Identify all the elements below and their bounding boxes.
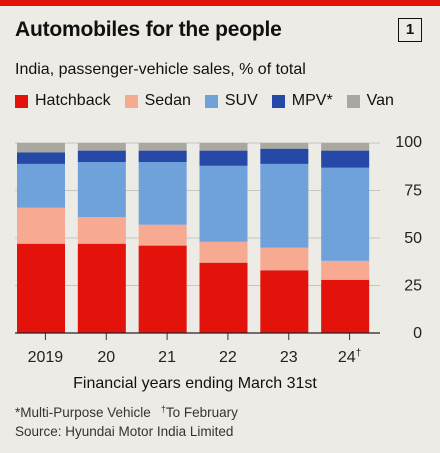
legend-swatch-hatchback bbox=[15, 94, 28, 108]
legend-item-van: Van bbox=[346, 92, 394, 110]
bar-van-21 bbox=[138, 143, 187, 151]
legend: Hatchback Sedan SUV MPV* Van bbox=[15, 92, 394, 110]
bar-hatchback-2019 bbox=[17, 243, 65, 333]
bar-suv-24 bbox=[321, 167, 370, 261]
legend-label-hatchback: Hatchback bbox=[35, 92, 111, 109]
bar-van-20 bbox=[77, 143, 126, 151]
x-axis-title: Financial years ending March 31st bbox=[73, 375, 317, 392]
legend-label-mpv: MPV* bbox=[291, 92, 333, 109]
bar-mpv-23 bbox=[260, 148, 309, 164]
bar-suv-2019 bbox=[17, 163, 65, 208]
bar-van-22 bbox=[199, 143, 248, 151]
chart-title: Automobiles for the people bbox=[15, 18, 282, 41]
bar-mpv-24 bbox=[321, 150, 370, 168]
bar-hatchback-22 bbox=[199, 262, 248, 333]
bar-van-24 bbox=[321, 143, 370, 151]
legend-swatch-van bbox=[346, 94, 360, 108]
footnote-dagger: † bbox=[160, 404, 166, 414]
bar-mpv-2019 bbox=[17, 152, 65, 164]
bar-sedan-23 bbox=[260, 247, 309, 271]
bar-hatchback-23 bbox=[260, 270, 309, 333]
bar-sedan-20 bbox=[77, 217, 126, 244]
bar-suv-23 bbox=[260, 163, 309, 248]
footnote: *Multi-Purpose Vehicle †To February bbox=[15, 404, 238, 420]
legend-item-hatchback: Hatchback bbox=[15, 92, 111, 110]
bar-hatchback-21 bbox=[138, 245, 187, 333]
x-tick-label-2019: 2019 bbox=[28, 349, 64, 366]
legend-item-sedan: Sedan bbox=[124, 92, 191, 110]
legend-item-suv: SUV bbox=[204, 92, 258, 110]
y-tick-label-50: 50 bbox=[404, 230, 422, 247]
x-tick-label-20: 20 bbox=[97, 349, 115, 366]
legend-swatch-mpv bbox=[271, 94, 285, 108]
bar-mpv-21 bbox=[138, 150, 187, 162]
x-tick-label-24: 24† bbox=[338, 348, 361, 366]
x-tick-label-22: 22 bbox=[219, 349, 237, 366]
y-tick-label-75: 75 bbox=[404, 183, 422, 200]
bar-sedan-24 bbox=[321, 260, 370, 280]
legend-swatch-sedan bbox=[124, 94, 138, 108]
y-tick-label-0: 0 bbox=[413, 325, 422, 342]
bar-suv-22 bbox=[199, 165, 248, 242]
x-tick-label-21: 21 bbox=[158, 349, 176, 366]
bar-suv-21 bbox=[138, 162, 187, 225]
bar-mpv-20 bbox=[77, 150, 126, 162]
bar-hatchback-24 bbox=[321, 279, 370, 333]
footnote-mpv: *Multi-Purpose Vehicle bbox=[15, 405, 151, 420]
bar-suv-20 bbox=[77, 162, 126, 218]
legend-label-suv: SUV bbox=[224, 92, 258, 109]
legend-label-van: Van bbox=[366, 92, 394, 109]
bar-sedan-2019 bbox=[17, 207, 65, 244]
chart-number-badge: 1 bbox=[398, 18, 422, 42]
chart-subtitle: India, passenger-vehicle sales, % of tot… bbox=[15, 61, 306, 78]
x-tick-mark-24: † bbox=[356, 348, 362, 359]
y-tick-label-25: 25 bbox=[404, 278, 422, 295]
bar-mpv-22 bbox=[199, 150, 248, 166]
footnote-february: To February bbox=[165, 405, 238, 420]
bar-hatchback-20 bbox=[77, 243, 126, 333]
y-tick-label-100: 100 bbox=[395, 134, 422, 151]
source-note: Source: Hyundai Motor India Limited bbox=[15, 424, 234, 439]
bar-van-23 bbox=[260, 143, 309, 149]
legend-item-mpv: MPV* bbox=[271, 92, 333, 110]
x-tick-label-23: 23 bbox=[280, 349, 298, 366]
legend-swatch-suv bbox=[204, 94, 218, 108]
legend-label-sedan: Sedan bbox=[144, 92, 191, 109]
bar-sedan-21 bbox=[138, 224, 187, 246]
bar-sedan-22 bbox=[199, 241, 248, 263]
brand-bar bbox=[0, 0, 440, 6]
bar-van-2019 bbox=[17, 143, 65, 153]
